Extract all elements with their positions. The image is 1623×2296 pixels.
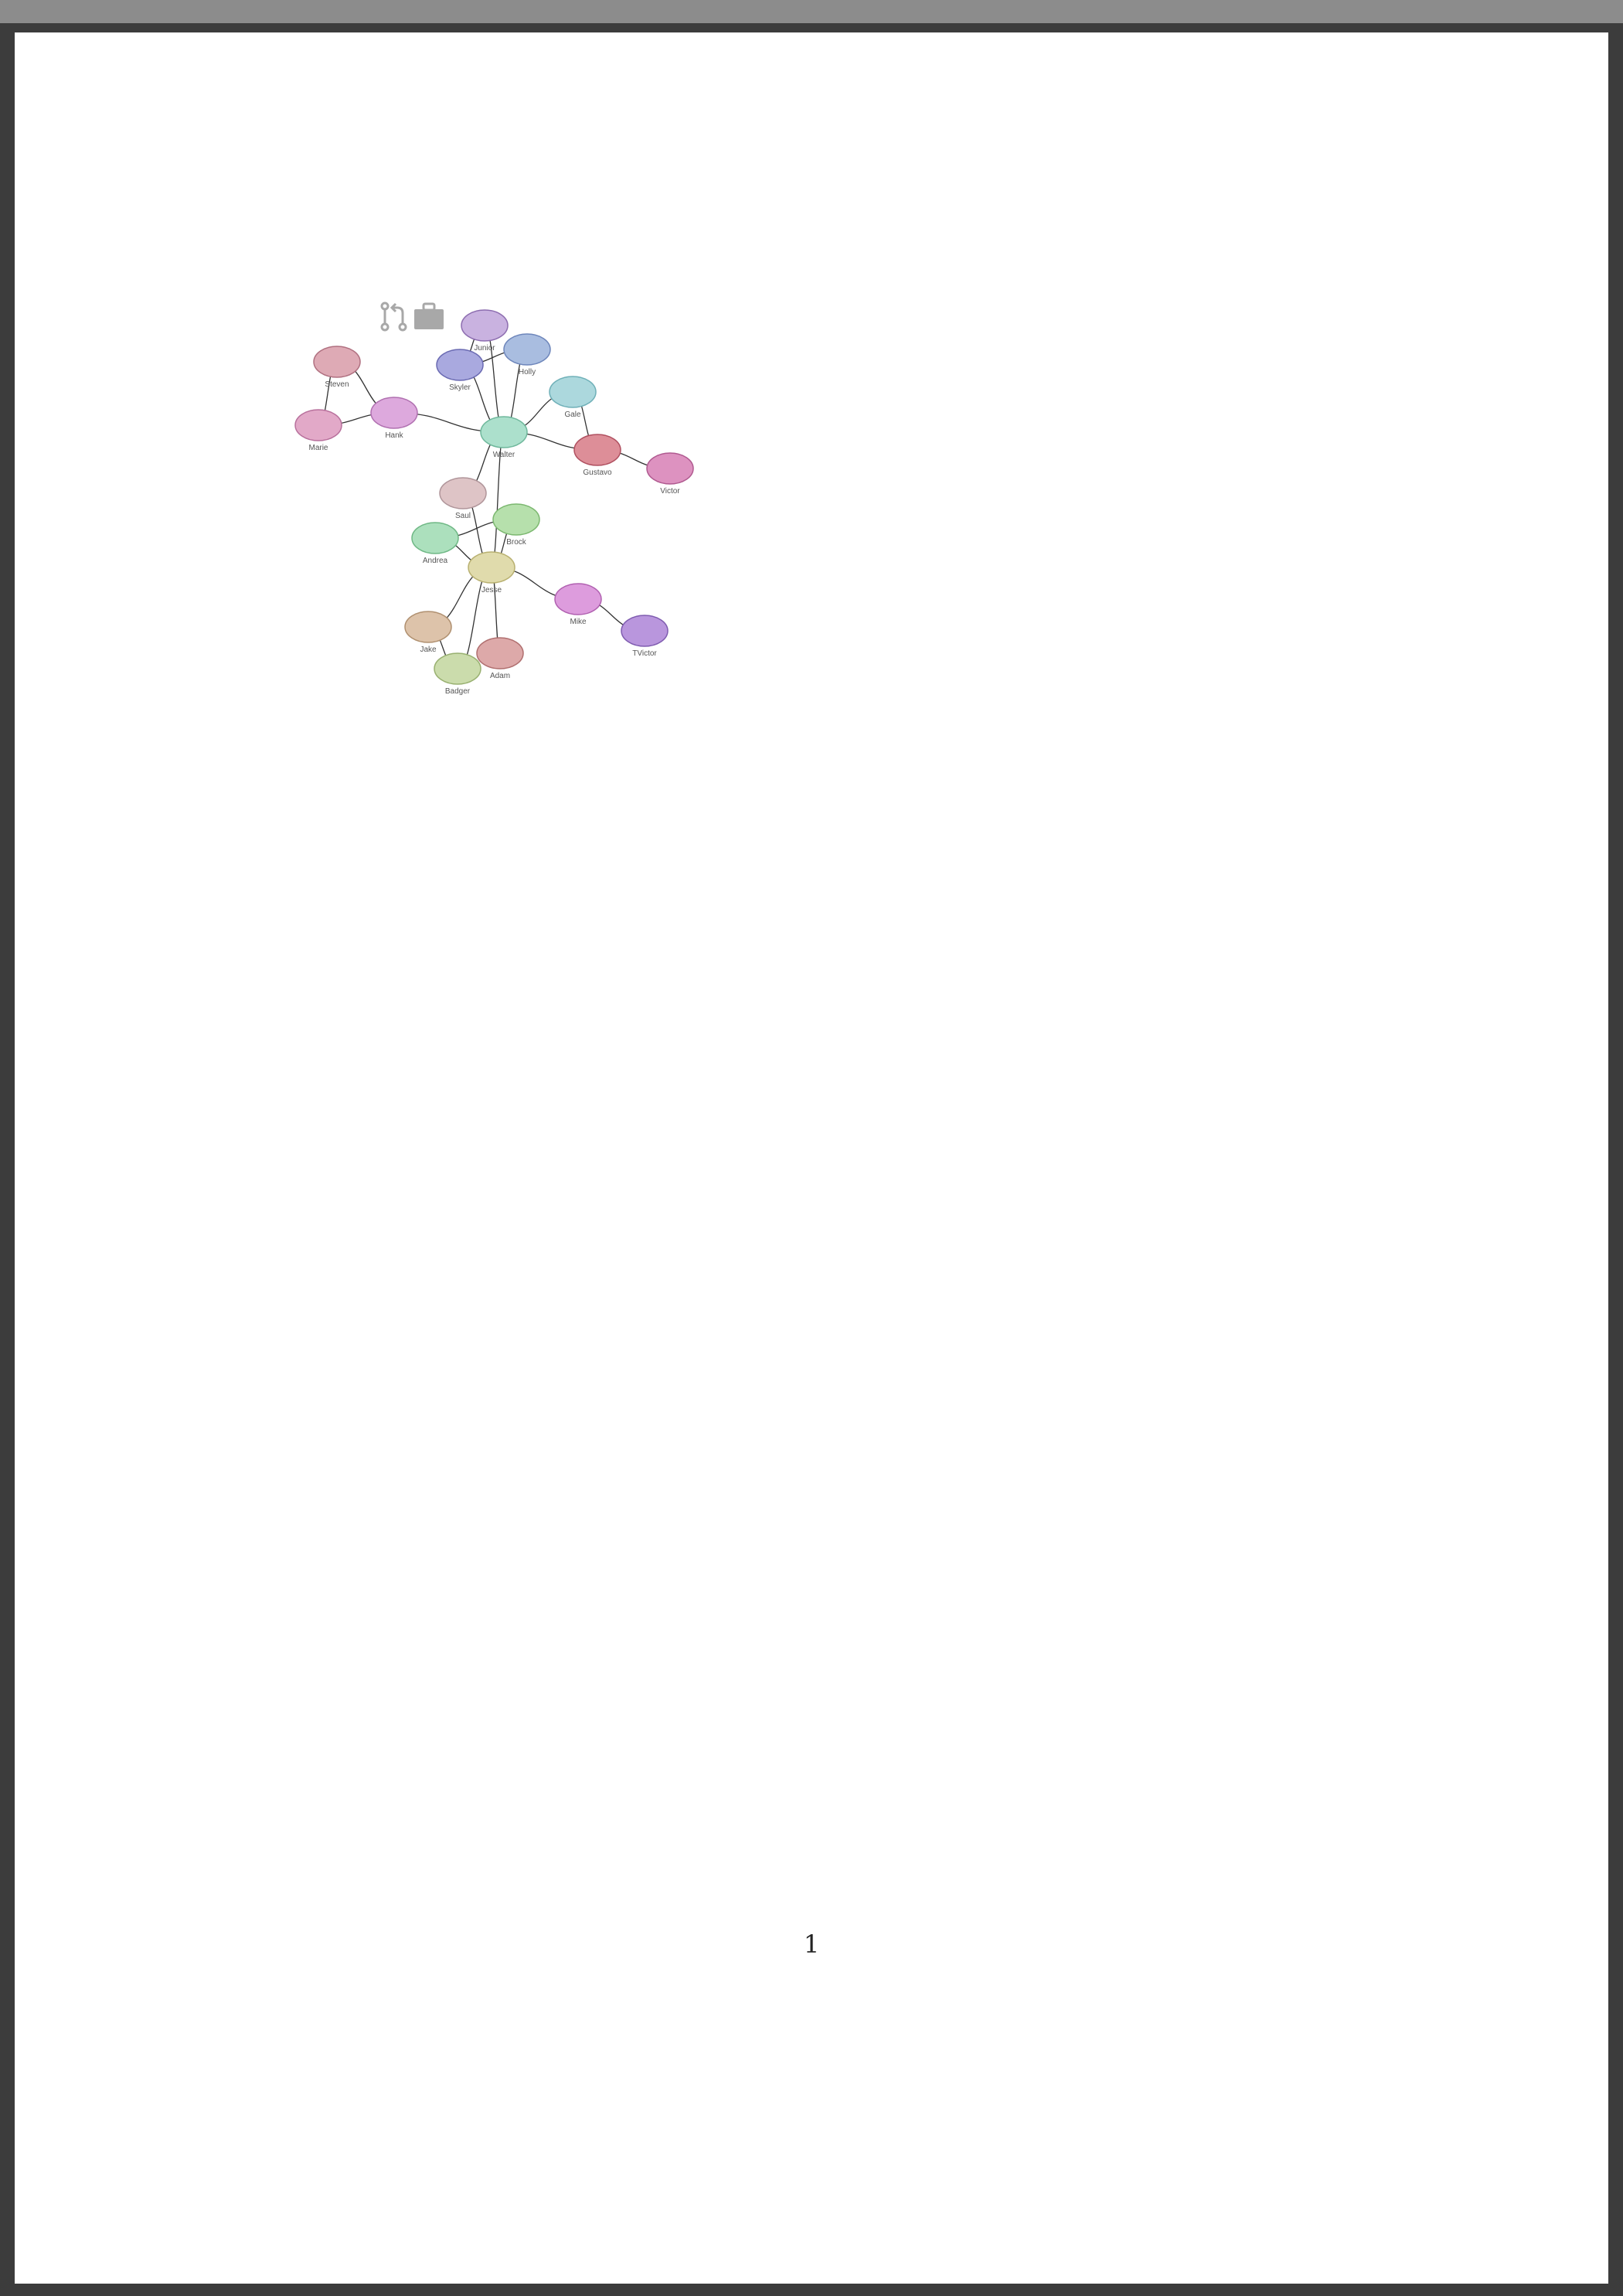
node-jake[interactable]: Jake <box>404 611 452 654</box>
node-walter-label: Walter <box>493 451 515 459</box>
node-jake-label: Jake <box>420 646 437 654</box>
diagram-toolbar <box>380 301 444 332</box>
node-brock-label: Brock <box>506 538 527 547</box>
node-jesse-shape[interactable] <box>468 551 515 584</box>
node-tvictor[interactable]: TVictor <box>621 615 669 658</box>
node-badger-label: Badger <box>445 687 471 696</box>
node-marie-label: Marie <box>308 444 328 452</box>
node-skyler-label: Skyler <box>449 383 471 392</box>
node-marie[interactable]: Marie <box>294 409 342 452</box>
node-gale[interactable]: Gale <box>549 376 597 419</box>
node-brock-shape[interactable] <box>492 503 540 536</box>
node-andrea[interactable]: Andrea <box>411 522 459 565</box>
network-diagram: Junior Holly Skyler Steven Hank Marie Gale Walt… <box>294 301 694 696</box>
briefcase-icon[interactable] <box>414 302 444 329</box>
node-junior-label: Junior <box>474 344 495 353</box>
node-adam-shape[interactable] <box>476 637 524 669</box>
node-gustavo[interactable]: Gustavo <box>573 434 621 477</box>
viewer-top-bar <box>0 0 1623 23</box>
node-andrea-label: Andrea <box>423 557 448 565</box>
node-skyler[interactable]: Skyler <box>436 349 484 392</box>
node-tvictor-label: TVictor <box>632 649 657 658</box>
pull-request-icon[interactable] <box>380 301 407 332</box>
node-junior-shape[interactable] <box>461 309 509 342</box>
node-gale-label: Gale <box>564 410 581 419</box>
node-badger[interactable]: Badger <box>434 652 481 696</box>
node-victor-shape[interactable] <box>646 452 694 485</box>
node-saul[interactable]: Saul <box>439 477 487 520</box>
node-walter-shape[interactable] <box>480 416 528 448</box>
node-saul-label: Saul <box>455 512 471 520</box>
node-andrea-shape[interactable] <box>411 522 459 554</box>
node-hank-shape[interactable] <box>370 397 418 429</box>
document-page: Junior Holly Skyler Steven Hank Marie Gale Walt… <box>15 32 1608 2284</box>
node-saul-shape[interactable] <box>439 477 487 509</box>
node-junior[interactable]: Junior <box>461 309 509 353</box>
node-holly-label: Holly <box>519 368 536 376</box>
node-steven-label: Steven <box>325 380 349 389</box>
node-hank-label: Hank <box>385 431 403 440</box>
node-mike[interactable]: Mike <box>554 583 602 626</box>
node-holly-shape[interactable] <box>503 333 551 366</box>
node-mike-shape[interactable] <box>554 583 602 615</box>
node-gustavo-label: Gustavo <box>583 468 612 477</box>
node-jesse[interactable]: Jesse <box>468 551 515 594</box>
node-victor[interactable]: Victor <box>646 452 694 496</box>
node-brock[interactable]: Brock <box>492 503 540 547</box>
node-gustavo-shape[interactable] <box>573 434 621 466</box>
node-mike-label: Mike <box>570 618 587 626</box>
node-badger-shape[interactable] <box>434 652 481 685</box>
node-steven-shape[interactable] <box>313 346 361 378</box>
node-walter[interactable]: Walter <box>480 416 528 459</box>
page-number: 1 <box>803 1930 820 1959</box>
node-jake-shape[interactable] <box>404 611 452 643</box>
node-gale-shape[interactable] <box>549 376 597 408</box>
node-adam-label: Adam <box>490 672 510 680</box>
node-marie-shape[interactable] <box>294 409 342 441</box>
node-steven[interactable]: Steven <box>313 346 361 389</box>
node-hank[interactable]: Hank <box>370 397 418 440</box>
edge-walter-junior <box>484 325 505 433</box>
node-tvictor-shape[interactable] <box>621 615 669 647</box>
node-victor-label: Victor <box>660 487 680 496</box>
node-jesse-label: Jesse <box>481 586 502 594</box>
node-holly[interactable]: Holly <box>503 333 551 376</box>
node-skyler-shape[interactable] <box>436 349 484 381</box>
node-adam[interactable]: Adam <box>476 637 524 680</box>
